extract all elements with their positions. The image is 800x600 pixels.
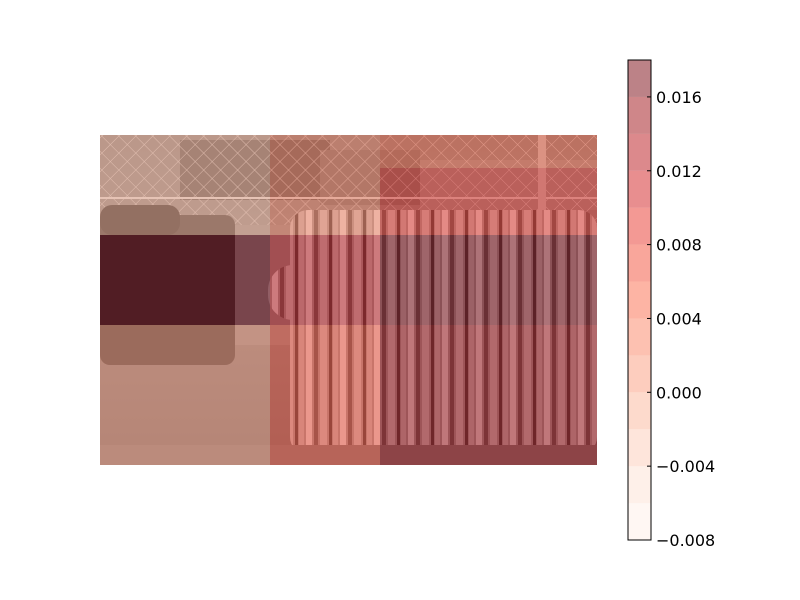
- heatmap-cell: [100, 235, 270, 325]
- heatmap-cell: [100, 168, 270, 235]
- colorbar-tick-label: 0.008: [656, 236, 702, 255]
- colorbar-segment: [628, 244, 651, 282]
- colorbar-segment: [628, 503, 651, 540]
- colorbar-segment: [628, 133, 651, 171]
- colorbar-ticks: −0.008 −0.004 0.000 0.004 0.008 0.012 0.016: [647, 88, 715, 550]
- colorbar-segment: [628, 60, 651, 97]
- colorbar-segment: [628, 207, 651, 245]
- colorbar-tick-label: 0.016: [656, 88, 702, 107]
- colorbar-tick-label: −0.004: [656, 457, 715, 476]
- heatmap-cell: [380, 325, 597, 465]
- colorbar-tick-label: 0.012: [656, 162, 702, 181]
- colorbar-segment: [628, 170, 651, 208]
- colorbar-tick-label: 0.000: [656, 383, 702, 402]
- heatmap-cell: [100, 135, 270, 168]
- colorbar-frame: [627, 59, 652, 541]
- colorbar-segment: [628, 429, 651, 467]
- colorbar-segment: [628, 392, 651, 430]
- colorbar-tick-label: −0.008: [656, 531, 715, 550]
- colorbar-segment: [628, 281, 651, 319]
- heatmap-overlay: [100, 135, 597, 465]
- heatmap-cell: [270, 168, 380, 235]
- colorbar-tick-label: 0.004: [656, 309, 702, 328]
- heatmap-cell: [100, 325, 270, 465]
- colorbar-segment: [628, 466, 651, 504]
- colorbar-segment: [628, 355, 651, 393]
- colorbar-segment: [628, 318, 651, 356]
- heatmap-cell: [270, 135, 380, 168]
- heatmap-cell: [270, 325, 380, 465]
- heatmap-cell: [380, 235, 597, 325]
- heatmap-cell: [380, 135, 597, 168]
- heatmap-cell: [380, 168, 597, 235]
- heatmap-cell: [270, 235, 380, 325]
- colorbar: [627, 59, 652, 541]
- colorbar-segment: [628, 96, 651, 134]
